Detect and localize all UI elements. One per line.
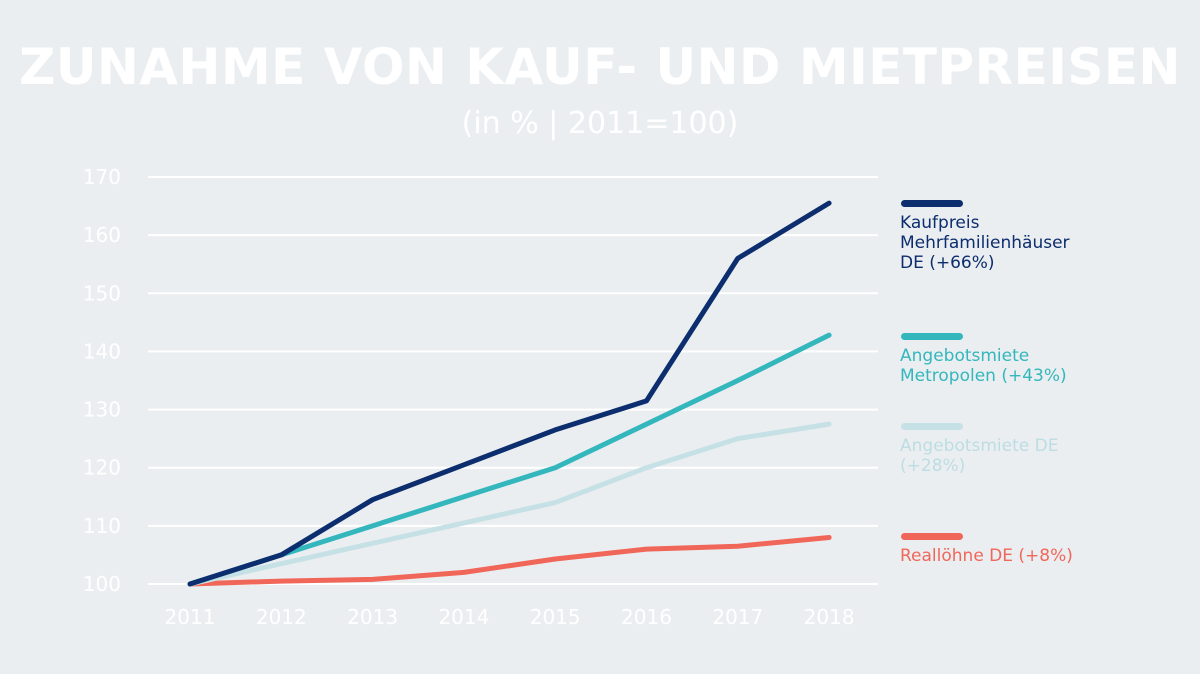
series-line-1 <box>187 332 832 587</box>
chart-title: ZUNAHME VON KAUF- UND MIETPREISEN <box>19 38 1181 96</box>
y-tick-label: 160 <box>83 223 121 247</box>
series-line-0 <box>187 200 832 587</box>
y-tick-label: 170 <box>83 165 121 189</box>
legend-swatch <box>901 423 963 430</box>
legend-item: Angebotsmiete Metropolen (+43%) <box>900 333 1067 386</box>
x-tick-label: 2018 <box>804 605 855 629</box>
y-tick-label: 140 <box>83 339 121 363</box>
legend-item: Reallöhne DE (+8%) <box>900 533 1073 566</box>
legend-swatch <box>901 333 963 340</box>
legend-swatch <box>901 533 963 540</box>
legend-item: Kaufpreis Mehrfamilienhäuser DE (+66%) <box>900 200 1070 273</box>
legend-swatch <box>901 200 963 207</box>
x-tick-label: 2014 <box>438 605 489 629</box>
x-tick-label: 2012 <box>256 605 307 629</box>
x-tick-label: 2011 <box>165 605 216 629</box>
series-line-3 <box>187 534 832 587</box>
series-line-2 <box>187 421 832 587</box>
legend-label: Angebotsmiete Metropolen (+43%) <box>900 346 1067 386</box>
chart-subtitle: (in % | 2011=100) <box>461 106 739 141</box>
y-tick-label: 150 <box>83 281 121 305</box>
legend-item: Angebotsmiete DE (+28%) <box>900 423 1058 476</box>
x-tick-label: 2013 <box>347 605 398 629</box>
y-tick-label: 130 <box>83 398 121 422</box>
y-tick-label: 120 <box>83 456 121 480</box>
legend-label: Angebotsmiete DE (+28%) <box>900 436 1059 476</box>
legend-label: Kaufpreis Mehrfamilienhäuser DE (+66%) <box>900 213 1070 273</box>
y-tick-label: 100 <box>83 572 121 596</box>
y-tick-label: 110 <box>83 514 121 538</box>
x-tick-label: 2017 <box>712 605 763 629</box>
x-tick-label: 2015 <box>530 605 581 629</box>
legend-label: Reallöhne DE (+8%) <box>900 546 1073 566</box>
x-tick-label: 2016 <box>621 605 672 629</box>
